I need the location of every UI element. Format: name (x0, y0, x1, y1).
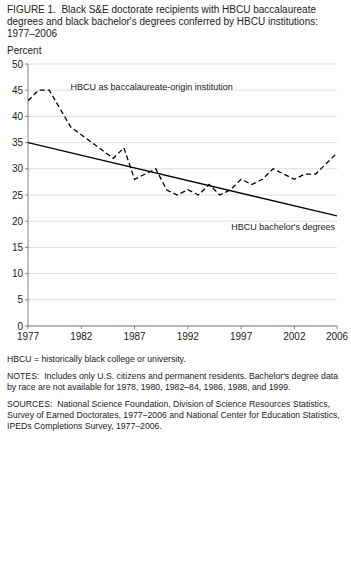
y-tick (25, 195, 28, 196)
title: FIGURE 1. Black S&E doctorate recipients… (7, 4, 318, 39)
x-tick (134, 326, 135, 329)
x-tick-label: 2006 (326, 331, 349, 342)
x-tick (294, 326, 295, 329)
note: NOTES: Includes only U.S. citizens and p… (7, 371, 338, 392)
y-axis-label: Percent (7, 45, 42, 56)
y-tick-label: 45 (12, 85, 24, 96)
x-tick (337, 326, 338, 329)
title-line: degrees and black bachelor's degrees con… (7, 16, 318, 27)
y-tick (25, 116, 28, 117)
note-line: HBCU = historically black college or uni… (7, 354, 186, 364)
title-line: FIGURE 1. Black S&E doctorate recipients… (7, 4, 316, 15)
x-tick-label: 1987 (123, 331, 146, 342)
y-tick (25, 168, 28, 169)
y-tick-label: 0 (17, 321, 23, 332)
series-group (28, 90, 337, 216)
y-tick-label: 30 (12, 163, 24, 174)
y-tick-label: 25 (12, 190, 24, 201)
grid-line (28, 273, 337, 274)
y-tick (25, 90, 28, 91)
grid-line (28, 142, 337, 143)
chart: FIGURE 1. Black S&E doctorate recipients… (0, 0, 351, 568)
series-label: HBCU bachelor's degrees (231, 222, 335, 232)
x-tick-label: 1982 (70, 331, 93, 342)
x-tick (28, 326, 29, 329)
x-tick-label: 1997 (230, 331, 253, 342)
y-tick (25, 221, 28, 222)
x-axis (28, 326, 337, 327)
title-line: 1977–2006 (7, 28, 57, 39)
y-tick (25, 326, 28, 327)
y-axis (28, 64, 29, 326)
note: SOURCES: National Science Foundation, Di… (7, 399, 340, 431)
y-tick (25, 299, 28, 300)
y-tick-label: 40 (12, 111, 24, 122)
x-tick (187, 326, 188, 329)
grid-line (28, 116, 337, 117)
y-tick-label: 20 (12, 216, 24, 227)
note-line: IPEDs Completions Survey, 1977–2006. (7, 421, 162, 431)
x-tick (81, 326, 82, 329)
y-tick (25, 273, 28, 274)
series-label: HBCU as baccalaureate-origin institution (71, 82, 233, 92)
y-tick (25, 247, 28, 248)
x-tick-label: 1977 (17, 331, 40, 342)
y-tick-label: 5 (17, 294, 23, 305)
y-tick-label: 35 (12, 137, 24, 148)
x-tick-label: 1992 (177, 331, 200, 342)
note-line: NOTES: Includes only U.S. citizens and p… (7, 371, 338, 381)
note: HBCU = historically black college or uni… (7, 354, 186, 364)
note-line: by race are not available for 1978, 1980… (7, 382, 291, 392)
y-tick (25, 142, 28, 143)
y-tick-label: 10 (12, 268, 24, 279)
y-tick-label: 15 (12, 242, 24, 253)
note-line: Survey of Earned Doctorates, 1977–2006 a… (7, 410, 340, 420)
grid-line (28, 247, 337, 248)
grid-line (28, 168, 337, 169)
note-line: SOURCES: National Science Foundation, Di… (7, 399, 330, 409)
line-series (28, 143, 337, 216)
x-tick-label: 2002 (283, 331, 306, 342)
y-tick-label: 50 (12, 59, 24, 70)
grid (28, 64, 337, 326)
grid-line (28, 64, 337, 65)
grid-line (28, 326, 337, 327)
x-tick (241, 326, 242, 329)
grid-line (28, 195, 337, 196)
grid-line (28, 299, 337, 300)
y-tick (25, 64, 28, 65)
